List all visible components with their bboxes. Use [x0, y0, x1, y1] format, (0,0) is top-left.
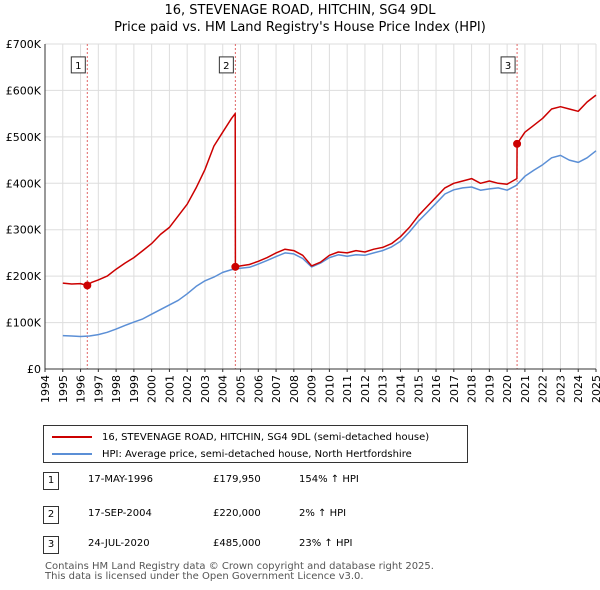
y-tick-label: £400K	[6, 177, 42, 190]
y-tick-label: £500K	[6, 131, 42, 144]
x-tick-label: 2011	[341, 375, 354, 403]
sale-price: £179,950	[213, 474, 261, 485]
price-chart: £0 £100K £200K £300K £400K £500K £600K £700K 199…	[6, 38, 600, 403]
y-tick-label: £300K	[6, 224, 42, 237]
sale-badge: 2	[43, 506, 59, 524]
sale-date: 24-JUL-2020	[88, 538, 150, 549]
sale-hpi-change: 2% ↑ HPI	[299, 508, 347, 519]
sale-row: 2 17-SEP-2004 £220,000 2% ↑ HPI	[43, 506, 463, 526]
x-tick-label: 2017	[448, 375, 461, 403]
x-tick-label: 2015	[412, 375, 425, 403]
footer-line2: This data is licensed under the Open Gov…	[45, 571, 364, 582]
x-tick-label: 1998	[110, 375, 123, 403]
sale-date: 17-MAY-1996	[88, 474, 154, 485]
x-tick-label: 2013	[377, 375, 390, 403]
x-tick-label: 2016	[430, 375, 443, 403]
x-tick-label: 1994	[39, 375, 52, 403]
legend-swatch-property	[52, 436, 92, 438]
y-tick-label: £200K	[6, 270, 42, 283]
sale-marker-label: 1	[75, 61, 81, 72]
y-tick-label: £700K	[6, 38, 42, 51]
x-tick-label: 2004	[217, 375, 230, 403]
sale-marker-label: 3	[505, 61, 511, 72]
sale-hpi-change: 23% ↑ HPI	[299, 538, 353, 549]
x-tick-label: 1999	[128, 375, 141, 403]
sale-point	[83, 281, 92, 290]
chart-title-line1: 16, STEVENAGE ROAD, HITCHIN, SG4 9DL	[164, 3, 436, 18]
plot-area	[45, 44, 596, 369]
x-tick-label: 2009	[306, 375, 319, 403]
legend-item-hpi: HPI: Average price, semi-detached house,…	[52, 446, 412, 462]
x-tick-label: 2008	[288, 375, 301, 403]
x-tick-label: 2007	[270, 375, 283, 403]
x-tick-label: 1995	[57, 375, 70, 403]
sale-point	[513, 139, 522, 148]
x-tick-label: 2001	[163, 375, 176, 403]
x-tick-label: 1996	[75, 375, 88, 403]
legend: 16, STEVENAGE ROAD, HITCHIN, SG4 9DL (se…	[43, 425, 468, 463]
x-tick-label: 2002	[181, 375, 194, 403]
legend-label-property: 16, STEVENAGE ROAD, HITCHIN, SG4 9DL (se…	[102, 431, 430, 443]
sale-price: £220,000	[213, 508, 261, 519]
sale-hpi-change: 154% ↑ HPI	[299, 474, 359, 485]
x-tick-label: 2023	[554, 375, 567, 403]
sale-badge: 3	[43, 536, 59, 554]
sale-row: 1 17-MAY-1996 £179,950 154% ↑ HPI	[43, 472, 463, 492]
x-tick-label: 2021	[519, 375, 532, 403]
x-tick-label: 2022	[537, 375, 550, 403]
chart-title: 16, STEVENAGE ROAD, HITCHIN, SG4 9DL Pri…	[0, 2, 600, 36]
hpi-series-line	[62, 150, 597, 338]
x-tick-label: 2024	[572, 375, 585, 403]
sale-date: 17-SEP-2004	[88, 508, 152, 519]
y-tick-label: £100K	[6, 317, 42, 330]
sale-marker-badge	[500, 56, 516, 74]
x-tick-label: 2010	[323, 375, 336, 403]
legend-item-property: 16, STEVENAGE ROAD, HITCHIN, SG4 9DL (se…	[52, 429, 429, 445]
chart-title-line2: Price paid vs. HM Land Registry's House …	[114, 20, 486, 35]
x-tick-label: 2019	[483, 375, 496, 403]
sale-marker-badge	[218, 56, 234, 74]
x-tick-label: 2014	[394, 375, 407, 403]
x-tick-label: 2025	[590, 375, 600, 403]
x-tick-label: 2012	[359, 375, 372, 403]
sale-badge: 1	[43, 472, 59, 490]
x-tick-label: 2005	[235, 375, 248, 403]
sale-point	[231, 262, 240, 271]
legend-swatch-hpi	[52, 453, 92, 455]
sale-price: £485,000	[213, 538, 261, 549]
x-tick-label: 1997	[92, 375, 105, 403]
x-tick-label: 2006	[252, 375, 265, 403]
x-tick-label: 2018	[466, 375, 479, 403]
property-series-line	[62, 94, 597, 287]
y-tick-label: £0	[27, 363, 41, 376]
x-tick-label: 2003	[199, 375, 212, 403]
legend-label-hpi: HPI: Average price, semi-detached house,…	[102, 448, 412, 460]
footer: Contains HM Land Registry data © Crown c…	[45, 562, 434, 582]
sale-marker-badge	[70, 56, 86, 74]
x-tick-label: 2020	[501, 375, 514, 403]
y-tick-label: £600K	[6, 84, 42, 97]
sale-row: 3 24-JUL-2020 £485,000 23% ↑ HPI	[43, 536, 463, 556]
sale-marker-label: 2	[223, 61, 229, 72]
footer-line1: Contains HM Land Registry data © Crown c…	[45, 561, 434, 572]
x-tick-label: 2000	[146, 375, 159, 403]
